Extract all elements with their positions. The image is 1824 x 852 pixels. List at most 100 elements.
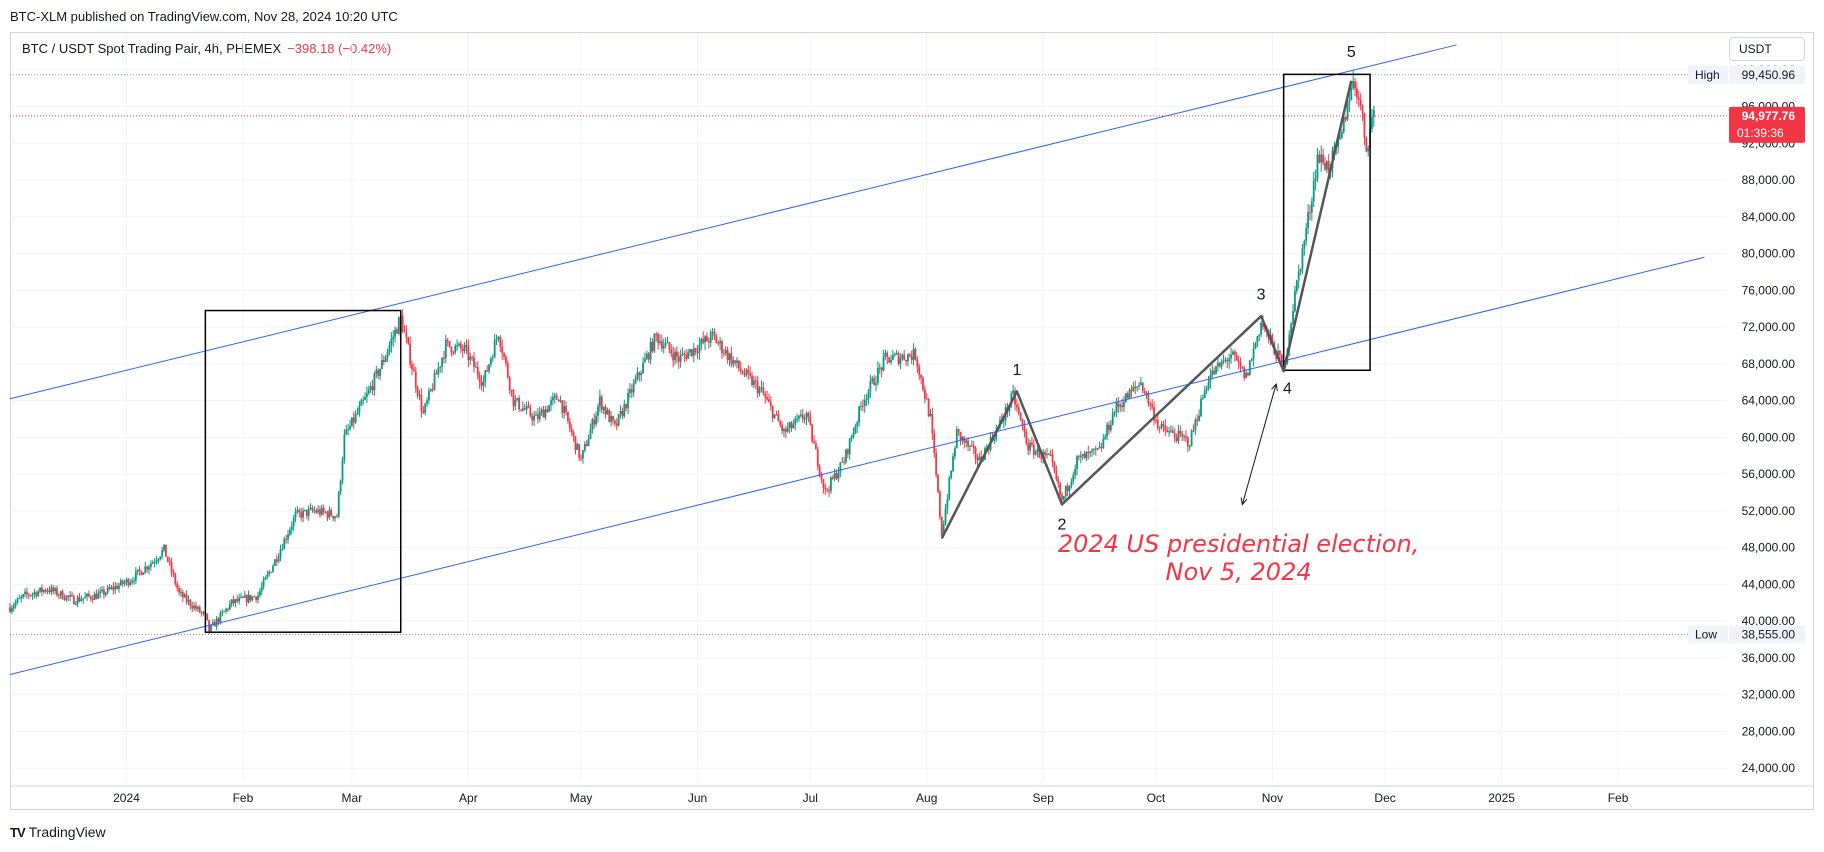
candle-body [764, 393, 767, 398]
candle-body [600, 396, 603, 410]
candle-body [476, 366, 479, 376]
candle-body [1258, 334, 1261, 337]
candle-body [745, 369, 748, 376]
candle-body [527, 406, 530, 408]
candle-body [861, 405, 864, 407]
candle-body [1250, 359, 1253, 361]
candle-body [726, 349, 729, 360]
candle-body [1314, 177, 1317, 182]
candle-body [923, 389, 926, 399]
candle-body [916, 359, 919, 367]
arrow-tail [1240, 497, 1248, 506]
candle-body [484, 370, 487, 382]
candle-body [892, 355, 894, 360]
candle-body [446, 339, 449, 342]
candle-body [724, 349, 727, 354]
candle-body [1235, 355, 1238, 361]
candle-body [1198, 415, 1201, 421]
channel-line [9, 44, 1457, 400]
candle-body [1108, 424, 1110, 431]
candle-body [57, 595, 60, 597]
candle-body [739, 368, 742, 372]
candle-body [232, 599, 235, 604]
candle-body [225, 608, 227, 612]
candle-body [311, 507, 314, 511]
candle-body [679, 355, 682, 362]
y-axis-tick-label: 84,000.00 [1742, 210, 1796, 224]
candle-body [89, 596, 92, 599]
candle-body [555, 395, 558, 400]
candle-body [10, 608, 13, 612]
candle-body [326, 512, 329, 518]
candle-body [409, 343, 412, 365]
candle-body [1316, 154, 1319, 178]
candle-body [1038, 448, 1041, 458]
candle-body [61, 591, 64, 599]
candle-body [149, 563, 152, 567]
candle-body [737, 360, 740, 369]
candle-body [63, 598, 66, 600]
wave-label: 1 [1012, 362, 1021, 379]
candle-body [163, 544, 165, 551]
candle-body [1307, 212, 1309, 228]
candle-body [118, 585, 120, 589]
candle-body [1309, 212, 1311, 214]
candle-body [317, 509, 319, 513]
candle-body [253, 596, 256, 598]
tradingview-logo-icon: TV [10, 824, 26, 840]
x-axis-tick-label: Mar [342, 791, 363, 805]
candle-body [1036, 448, 1039, 452]
candle-body [788, 422, 791, 429]
tradingview-logo[interactable]: TV TradingView [10, 824, 106, 840]
x-axis-tick-label: Jul [803, 791, 818, 805]
candle-body [499, 336, 502, 347]
candle-body [50, 587, 53, 593]
candle-body [1145, 392, 1148, 394]
candle-body [131, 580, 134, 583]
candle-body [696, 351, 699, 353]
candle-body [257, 595, 259, 600]
candle-body [1113, 411, 1116, 414]
candle-body [1040, 457, 1043, 459]
wave-label: 3 [1257, 287, 1266, 304]
candle-body [790, 422, 793, 429]
currency-selector[interactable]: USDT [1729, 37, 1805, 61]
candle-body [183, 594, 186, 598]
candle-body [22, 594, 25, 597]
candle-body [692, 348, 695, 356]
candle-body [290, 526, 293, 530]
candle-body [1271, 335, 1274, 344]
candle-body [521, 408, 524, 411]
candle-body [332, 515, 335, 519]
candle-body [91, 598, 94, 600]
candle-body [174, 574, 177, 584]
candle-body [1124, 393, 1127, 402]
candle-body [315, 510, 318, 513]
candle-body [625, 403, 628, 409]
candle-body [884, 352, 887, 357]
candle-body [662, 345, 665, 349]
candle-body [1123, 401, 1125, 408]
candle-body [1128, 389, 1131, 399]
candle-body [520, 409, 522, 411]
candle-body [1143, 391, 1146, 394]
candle-body [728, 353, 731, 360]
candle-body [221, 611, 224, 613]
candle-body [1130, 389, 1133, 391]
candle-body [72, 595, 75, 605]
candle-body [820, 474, 823, 480]
candle-body [1153, 407, 1155, 421]
candle-body [582, 450, 584, 459]
candle-body [685, 354, 688, 359]
candle-body [330, 510, 333, 516]
candle-body [878, 367, 881, 369]
candle-body [732, 360, 735, 365]
x-axis-tick-label: Sep [1033, 791, 1055, 805]
candle-body [1185, 436, 1187, 438]
candle-body [388, 345, 391, 352]
candle-body [760, 387, 763, 389]
candle-body [456, 345, 458, 347]
candle-body [895, 353, 898, 355]
candle-body [901, 354, 904, 359]
